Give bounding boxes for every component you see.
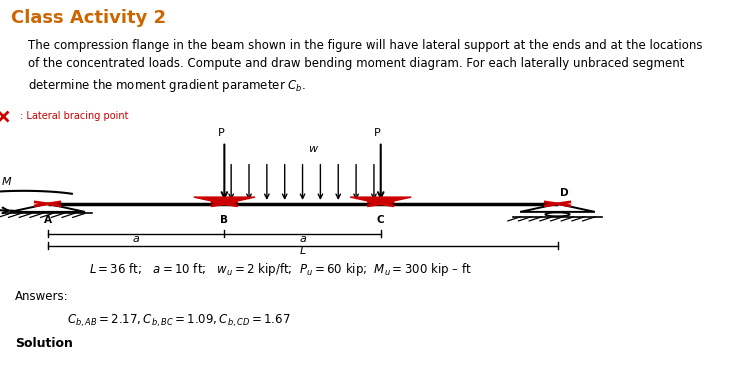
Text: D: D [560, 188, 568, 198]
Text: P: P [374, 128, 381, 138]
Text: a: a [299, 234, 306, 244]
Text: $L = 36$ ft;   $a = 10$ ft;   $w_u = 2$ kip/ft;  $P_u = 60$ kip;  $M_u = 300$ ki: $L = 36$ ft; $a = 10$ ft; $w_u = 2$ kip/… [89, 261, 471, 278]
Polygon shape [350, 197, 412, 204]
Text: Solution: Solution [15, 337, 72, 350]
Text: The compression flange in the beam shown in the figure will have lateral support: The compression flange in the beam shown… [28, 39, 703, 94]
Text: : Lateral bracing point: : Lateral bracing point [21, 111, 129, 121]
Text: Answers:: Answers: [15, 290, 69, 303]
Polygon shape [194, 197, 255, 204]
Text: M: M [2, 177, 12, 187]
Text: L: L [299, 246, 306, 256]
Text: B: B [220, 215, 228, 225]
Text: $C_{b,AB} = 2.17, C_{b,BC} = 1.09, C_{b,CD} = 1.67$: $C_{b,AB} = 2.17, C_{b,BC} = 1.09, C_{b,… [67, 313, 290, 329]
Text: a: a [132, 234, 140, 244]
Text: w: w [308, 144, 317, 154]
Text: A: A [44, 215, 52, 225]
Text: P: P [217, 128, 225, 138]
Text: C: C [377, 215, 384, 225]
Text: Class Activity 2: Class Activity 2 [11, 9, 166, 27]
